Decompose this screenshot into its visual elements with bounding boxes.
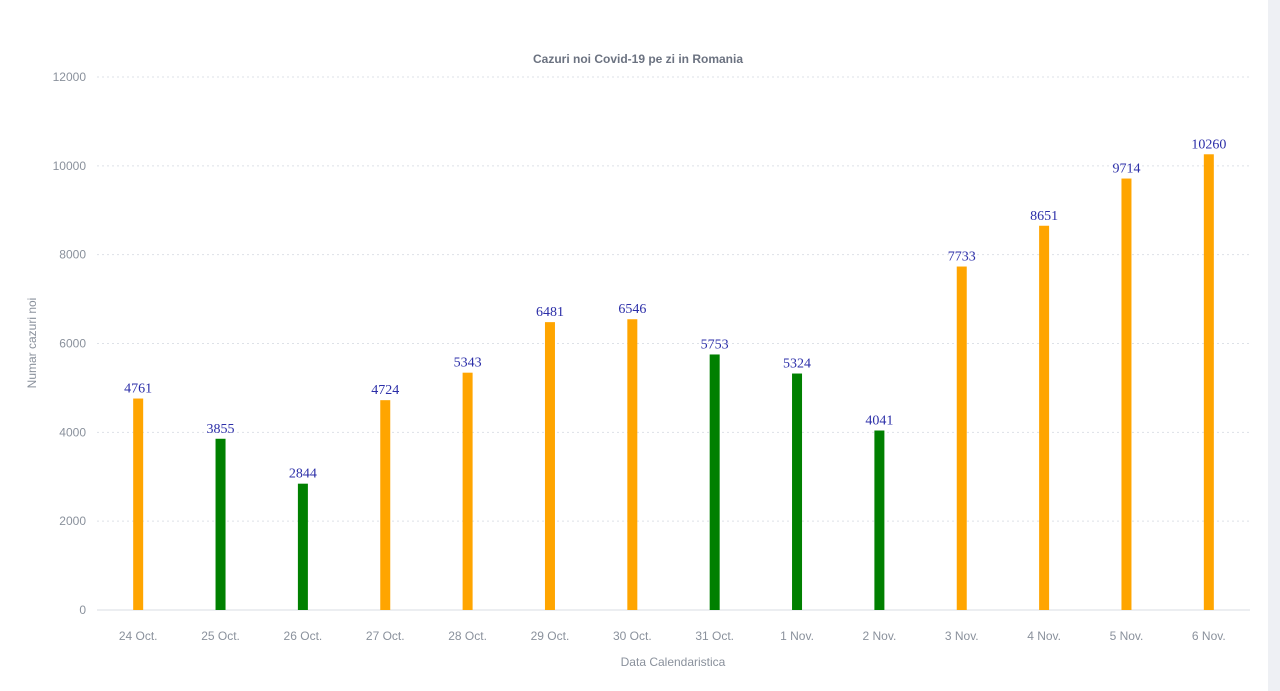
bar-value-label: 3855	[207, 422, 235, 437]
x-tick-label: 3 Nov.	[945, 629, 979, 643]
bar-value-label: 8651	[1030, 209, 1058, 224]
bar-value-label: 5324	[783, 357, 811, 372]
y-tick-label: 12000	[53, 70, 87, 84]
x-tick-label: 2 Nov.	[862, 629, 896, 643]
bar-value-label: 5343	[454, 356, 482, 371]
bar[interactable]	[709, 354, 720, 610]
y-tick-label: 2000	[59, 514, 86, 528]
scrollbar-track[interactable]	[1268, 0, 1280, 691]
x-axis-label: Data Calendaristica	[621, 655, 726, 669]
x-tick-label: 5 Nov.	[1110, 629, 1144, 643]
x-tick-label: 6 Nov.	[1192, 629, 1226, 643]
bar[interactable]	[380, 400, 391, 610]
bar[interactable]	[1039, 225, 1050, 611]
bar[interactable]	[1203, 154, 1214, 610]
chart-title: Cazuri noi Covid-19 pe zi in Romania	[533, 52, 743, 66]
y-axis-ticks: 0 2000 4000 6000 8000 10000 12000	[53, 70, 87, 617]
x-tick-label: 26 Oct.	[284, 629, 323, 643]
bar-value-label: 6481	[536, 305, 564, 320]
bar-value-label: 10260	[1191, 137, 1226, 152]
bar[interactable]	[462, 372, 473, 610]
y-tick-label: 6000	[59, 337, 86, 351]
bar-value-label: 5753	[701, 337, 729, 352]
bar[interactable]	[792, 373, 803, 610]
bar[interactable]	[956, 266, 967, 610]
bar[interactable]	[133, 398, 144, 610]
bar-value-label: 2844	[289, 467, 317, 482]
bar[interactable]	[1121, 178, 1132, 610]
x-tick-label: 24 Oct.	[119, 629, 158, 643]
bar-value-label: 9714	[1112, 162, 1140, 177]
bar-value-label: 4724	[371, 383, 399, 398]
y-tick-label: 0	[79, 603, 86, 617]
y-axis-label: Numar cazuri noi	[25, 298, 39, 389]
x-tick-label: 28 Oct.	[448, 629, 487, 643]
bar[interactable]	[215, 438, 226, 610]
x-tick-label: 25 Oct.	[201, 629, 240, 643]
grid-lines	[97, 76, 1250, 522]
bar-value-label: 6546	[618, 302, 646, 317]
x-tick-label: 4 Nov.	[1027, 629, 1061, 643]
bar-value-label: 4761	[124, 382, 152, 397]
bar-value-label: 4041	[865, 414, 893, 429]
x-tick-label: 1 Nov.	[780, 629, 814, 643]
value-labels: 4761 3855 2844 4724 5343 6481 6546 5753 5324 4041…	[124, 137, 1226, 481]
bar-value-label: 7733	[948, 250, 976, 265]
y-tick-label: 10000	[53, 159, 87, 173]
x-tick-label: 27 Oct.	[366, 629, 405, 643]
bars	[133, 154, 1214, 611]
bar[interactable]	[627, 319, 638, 610]
y-tick-label: 4000	[59, 425, 86, 439]
x-tick-label: 30 Oct.	[613, 629, 652, 643]
y-tick-label: 8000	[59, 248, 86, 262]
x-tick-label: 29 Oct.	[531, 629, 570, 643]
x-tick-label: 31 Oct.	[695, 629, 734, 643]
x-axis-ticks: 24 Oct. 25 Oct. 26 Oct. 27 Oct. 28 Oct. 29 Oc…	[119, 629, 1226, 643]
bar[interactable]	[874, 430, 885, 610]
bar[interactable]	[544, 322, 555, 610]
bar[interactable]	[297, 483, 308, 610]
